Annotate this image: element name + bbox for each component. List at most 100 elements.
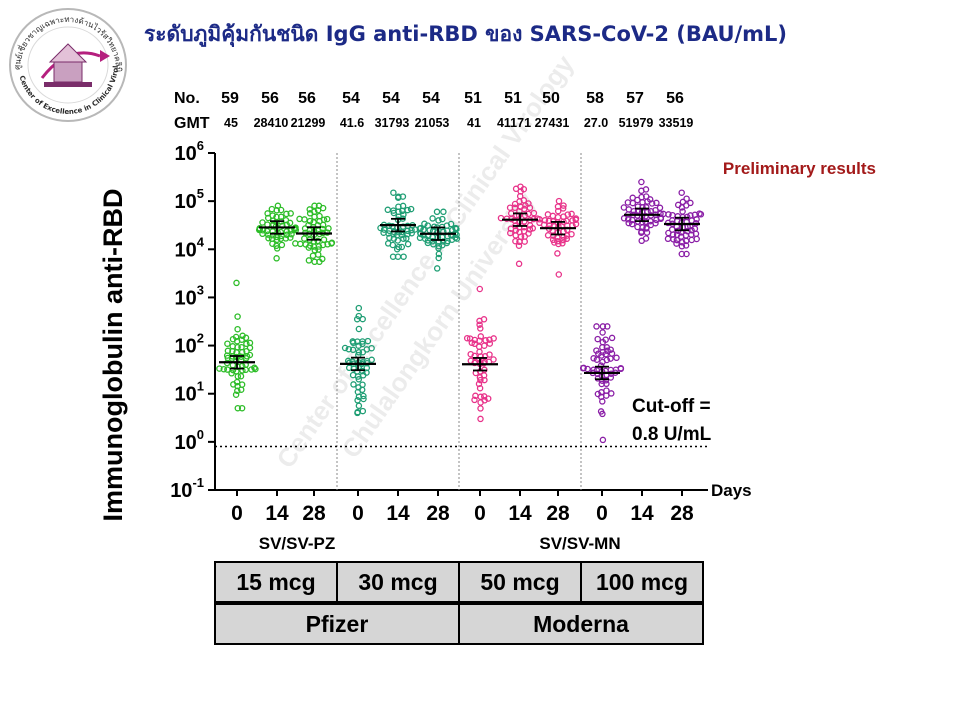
n-value: 58 [586, 90, 604, 107]
data-point [653, 199, 660, 207]
data-point [309, 252, 317, 259]
y-tick-label: 100 [175, 427, 204, 454]
data-point [599, 323, 607, 330]
data-point [536, 219, 543, 227]
data-point [238, 381, 246, 388]
data-point [429, 215, 436, 222]
data-point [683, 250, 690, 258]
data-point [471, 396, 478, 404]
data-point [233, 279, 240, 287]
header-rows: No. GMT 59 56 56 54 54 54 51 51 50 58 57 56 45 28410… [174, 90, 693, 132]
data-point [560, 202, 567, 209]
data-point [380, 229, 387, 236]
data-point [243, 347, 250, 355]
data-point [404, 206, 411, 214]
data-point [224, 347, 232, 355]
x-tick-label: 14 [630, 502, 654, 525]
data-point [486, 351, 493, 358]
data-point [620, 204, 628, 211]
data-point [639, 199, 646, 206]
data-point [696, 210, 703, 217]
data-point [328, 239, 336, 247]
data-point [395, 243, 402, 251]
data-point [224, 340, 231, 347]
data-point [232, 333, 240, 341]
data-point [433, 265, 441, 272]
data-point [603, 380, 610, 388]
data-point [678, 189, 685, 196]
data-point [368, 356, 375, 364]
data-point [554, 213, 562, 221]
data-point [642, 186, 650, 193]
data-point [282, 216, 290, 224]
data-point [669, 211, 676, 219]
cutoff-label-line2: 0.8 U/mL [632, 424, 712, 445]
n-value: 56 [666, 90, 684, 107]
data-point [417, 224, 424, 232]
data-point [482, 337, 489, 344]
y-tick-label: 10-1 [170, 475, 204, 502]
data-point [642, 235, 650, 242]
data-point [656, 204, 664, 212]
preliminary-results-label: Preliminary results [723, 159, 876, 178]
data-point [252, 365, 259, 373]
data-point [315, 202, 323, 210]
n-value: 57 [626, 90, 644, 107]
dose-box-50 [458, 561, 582, 603]
data-point [480, 393, 488, 400]
vaccine-label-pfizer: Pfizer [306, 611, 369, 637]
n-value: 50 [542, 90, 560, 107]
data-point [429, 238, 436, 245]
data-point [349, 338, 356, 345]
x-tick-label: 14 [265, 502, 289, 525]
data-point [525, 200, 532, 207]
data-point [237, 372, 245, 380]
data-point [407, 205, 415, 213]
data-point [259, 230, 266, 238]
data-point [564, 211, 572, 218]
chart-title: ระดับภูมิคุ้มกันชนิด IgG anti-RBD ของ SA… [144, 22, 788, 46]
data-point [628, 220, 636, 228]
data-point [593, 323, 600, 330]
data-point [283, 210, 290, 218]
data-point [471, 340, 478, 348]
data-point [477, 376, 484, 384]
data-point [554, 207, 562, 215]
data-point [364, 337, 372, 345]
data-point [386, 234, 393, 242]
data-point [603, 356, 611, 364]
data-point [319, 225, 326, 233]
data-point [355, 304, 363, 312]
gmt-value: 27431 [535, 116, 570, 130]
data-point [400, 253, 407, 260]
data-point [674, 201, 682, 209]
data-point [476, 384, 484, 392]
data-point [398, 243, 406, 251]
dose-box-15 [214, 561, 338, 603]
n-value: 59 [221, 90, 239, 107]
data-point [660, 210, 667, 218]
x-tick-label: 14 [508, 502, 532, 525]
x-tick-label: 0 [231, 502, 243, 525]
data-point [604, 323, 611, 330]
data-point [220, 365, 228, 373]
gmt-value: 41.6 [340, 116, 364, 130]
n-value: 51 [504, 90, 522, 107]
gmt-value: 41 [467, 116, 481, 130]
data-point [638, 178, 645, 186]
vaccine-box-moderna [458, 603, 704, 645]
data-point [320, 236, 328, 243]
data-point [440, 208, 447, 216]
data-point [515, 260, 523, 268]
data-point [617, 364, 625, 372]
x-tick-label: 14 [386, 502, 410, 525]
gmt-value: 33519 [659, 116, 694, 130]
data-point [399, 193, 407, 200]
cutoff-label-line1: Cut-off = [632, 396, 711, 417]
data-point [278, 241, 286, 249]
data-point [608, 334, 616, 342]
dose-label-15: 15 mcg [236, 569, 315, 595]
x-tick-label: 28 [670, 502, 694, 525]
vaccine-label-moderna: Moderna [533, 611, 629, 637]
data-point [359, 407, 367, 415]
